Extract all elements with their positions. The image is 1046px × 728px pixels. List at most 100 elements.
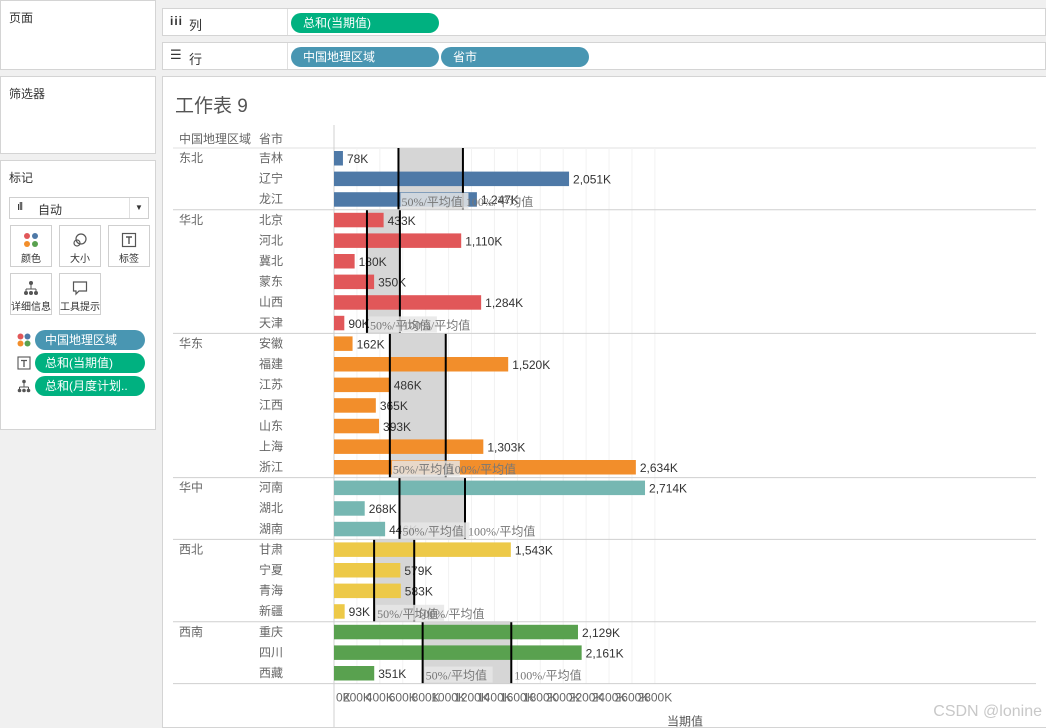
filters-panel[interactable]: 筛选器 <box>0 76 156 154</box>
province-label: 山西 <box>259 295 283 309</box>
x-tick-label: 2000K <box>546 691 581 705</box>
label-button[interactable]: 标签 <box>108 225 150 267</box>
tooltip-icon <box>72 281 88 296</box>
bar <box>334 542 511 557</box>
column-pill-value[interactable]: 总和(当期值) <box>291 13 439 33</box>
province-label: 福建 <box>259 356 283 371</box>
watermark: CSDN @lonine <box>933 703 1042 720</box>
rows-icon: ☰ <box>170 47 182 62</box>
pages-panel[interactable]: 页面 <box>0 0 156 70</box>
bar <box>334 336 353 351</box>
bar-value-label: 365K <box>380 399 408 413</box>
bar-value-label: 351K <box>378 667 406 681</box>
reference-label-50: 50%/平均值 <box>393 462 454 477</box>
x-tick-label: 1400K <box>477 691 512 705</box>
mark-field-region[interactable]: 中国地理区域 <box>1 329 157 351</box>
bar-value-label: 2,714K <box>649 482 687 496</box>
rows-shelf[interactable]: ☰ 行 中国地理区域 省市 <box>162 42 1046 70</box>
bar-value-label: 1,284K <box>485 296 523 310</box>
header-region: 中国地理区域 <box>179 131 251 146</box>
bar <box>334 315 345 331</box>
bar <box>334 501 365 516</box>
bar <box>334 274 375 290</box>
bar <box>334 624 578 640</box>
region-label: 华北 <box>179 213 203 227</box>
bar-value-label: 486K <box>394 379 422 393</box>
row-pill-province[interactable]: 省市 <box>441 47 589 67</box>
reference-label-100: 100%/平均值 <box>417 606 484 621</box>
province-label: 湖北 <box>259 500 283 515</box>
x-tick-label: 400K <box>366 691 394 705</box>
bar <box>334 171 570 187</box>
marks-panel-title: 标记 <box>9 171 34 185</box>
shelf-divider <box>287 9 288 35</box>
bar <box>334 439 484 454</box>
marks-panel: 标记 ıll 自动 ▼ 颜色 大小 标签 详细信息 工具提示 中国地理区域 总和… <box>0 160 156 430</box>
reference-label-100: 100%/平均值 <box>514 668 581 683</box>
filters-panel-title: 筛选器 <box>9 87 46 101</box>
pages-panel-title: 页面 <box>9 11 34 25</box>
bar-value-label: 2,634K <box>640 461 678 475</box>
reference-label-bg <box>368 316 437 333</box>
mark-pill-value[interactable]: 总和(当期值) <box>35 353 145 373</box>
worksheet-view[interactable]: 工作表 9 中国地理区域 省市 东北 吉林 78K 辽宁 2,051K 龙江 1,247K 50%… <box>162 76 1046 728</box>
tooltip-button[interactable]: 工具提示 <box>59 273 101 315</box>
reference-label-50: 50%/平均值 <box>401 194 462 209</box>
bar-value-label: 78K <box>347 152 368 166</box>
detail-button-label: 详细信息 <box>11 302 51 313</box>
color-button-label: 颜色 <box>21 254 41 265</box>
bar-value-label: 1,303K <box>487 440 525 454</box>
province-label: 四川 <box>259 645 283 659</box>
mark-type-dropdown[interactable]: ıll 自动 ▼ <box>9 197 149 219</box>
color-dots-icon <box>24 233 38 247</box>
mark-pill-plan[interactable]: 总和(月度计划.. <box>35 376 145 396</box>
size-button[interactable]: 大小 <box>59 225 101 267</box>
x-tick-label: 200K <box>343 691 371 705</box>
bar <box>334 398 376 413</box>
x-tick-label: 2200K <box>569 691 604 705</box>
columns-shelf[interactable]: iii 列 总和(当期值) <box>162 8 1046 36</box>
region-label: 华东 <box>179 336 203 350</box>
bar <box>334 151 343 166</box>
detail-button[interactable]: 详细信息 <box>10 273 52 315</box>
color-button[interactable]: 颜色 <box>10 225 52 267</box>
bar <box>334 521 386 537</box>
bar-value-label: 180K <box>359 255 387 269</box>
province-label: 甘肃 <box>259 542 283 556</box>
detail-icon <box>24 281 38 295</box>
mark-pill-region[interactable]: 中国地理区域 <box>35 330 145 350</box>
province-label: 西藏 <box>259 666 283 680</box>
row-pill-region[interactable]: 中国地理区域 <box>291 47 439 67</box>
bar <box>334 604 345 619</box>
bar-value-label: 1,110K <box>465 234 502 248</box>
bar <box>334 418 380 434</box>
province-label: 河北 <box>259 233 283 247</box>
province-label: 龙江 <box>259 192 283 206</box>
bar <box>334 233 462 248</box>
bar-value-label: 583K <box>405 585 433 599</box>
chevron-down-icon[interactable]: ▼ <box>129 198 148 218</box>
x-tick-label: 2600K <box>615 691 650 705</box>
bar <box>334 377 390 393</box>
province-label: 辽宁 <box>259 171 283 186</box>
size-icon <box>73 233 87 247</box>
mark-field-value[interactable]: 总和(当期值) <box>1 352 157 374</box>
province-label: 宁夏 <box>259 562 283 577</box>
reference-label-bg <box>424 666 493 683</box>
x-tick-label: 1800K <box>523 691 558 705</box>
province-label: 河南 <box>259 480 283 495</box>
province-label: 江苏 <box>259 378 283 392</box>
bar-value-label: 1,247K <box>481 193 519 207</box>
province-label: 江西 <box>259 398 283 412</box>
bar-value-label: 162K <box>357 337 385 351</box>
reference-label-bg <box>401 522 470 539</box>
province-label: 安徽 <box>259 335 283 350</box>
mark-field-plan[interactable]: 总和(月度计划.. <box>1 375 157 397</box>
label-button-label: 标签 <box>119 254 139 265</box>
bar <box>334 480 646 496</box>
bar-value-label: 268K <box>369 502 397 516</box>
bar-chart-icon: ıll <box>17 201 23 213</box>
columns-icon: iii <box>170 14 184 28</box>
header-province: 省市 <box>259 131 283 146</box>
